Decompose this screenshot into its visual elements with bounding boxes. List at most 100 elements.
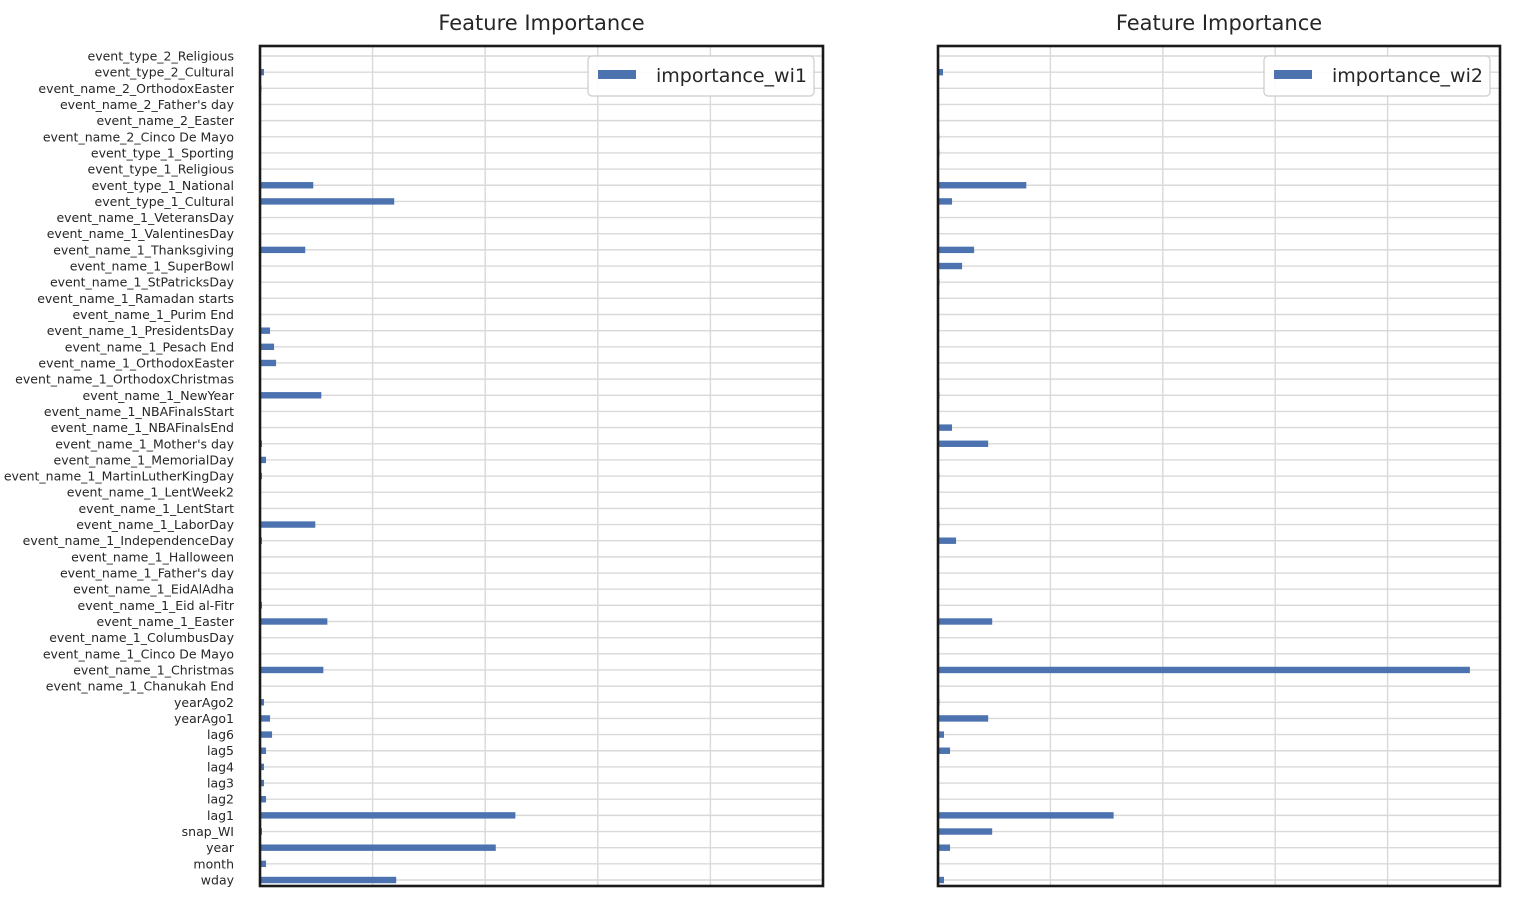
plot-frame <box>258 44 825 888</box>
bar <box>938 262 963 270</box>
y-tick-label: event_type_1_Cultural <box>95 194 234 209</box>
y-tick-label: event_name_1_Father's day <box>60 566 235 581</box>
y-tick-label: event_name_1_Mother's day <box>55 436 234 451</box>
y-tick-label: event_name_1_ColumbusDay <box>49 630 234 645</box>
y-tick-label: event_name_1_Ramadan starts <box>37 291 234 306</box>
y-tick-label: event_name_2_Easter <box>96 113 234 128</box>
bar <box>260 343 275 351</box>
y-tick-label: event_name_1_Halloween <box>71 549 234 564</box>
legend: importance_wi2 <box>1263 55 1491 97</box>
bar <box>260 666 324 674</box>
bar <box>260 876 397 884</box>
y-tick-label: month <box>193 856 234 871</box>
bar <box>260 359 277 367</box>
y-tick-label: event_name_1_LentStart <box>78 501 234 516</box>
y-tick-label: event_name_1_Pesach End <box>65 339 234 354</box>
bar <box>938 68 944 76</box>
y-tick-label: event_name_1_OrthodoxChristmas <box>15 372 234 387</box>
vertical-gridlines <box>1049 46 1501 886</box>
vertical-gridlines <box>371 46 824 886</box>
bar <box>938 844 951 851</box>
y-tick-label: event_name_1_Christmas <box>73 662 234 677</box>
y-tick-label: event_type_1_National <box>92 178 234 193</box>
y-tick-label: event_name_1_PresidentsDay <box>47 323 235 338</box>
y-tick-label: event_name_1_EidAlAdha <box>73 582 234 597</box>
y-tick-label: event_name_1_Thanksgiving <box>53 242 234 257</box>
chart-panel-2: Feature Importance importance_wi2 <box>936 11 1502 888</box>
bar <box>938 537 957 544</box>
y-tick-label: lag3 <box>207 776 234 791</box>
y-tick-label: event_name_1_VeteransDay <box>56 210 234 225</box>
y-tick-label: event_name_2_Cinco De Mayo <box>43 129 234 144</box>
legend-swatch <box>1274 70 1312 79</box>
bar <box>938 876 945 884</box>
y-tick-label: event_type_2_Cultural <box>95 65 234 80</box>
bar <box>938 618 993 625</box>
y-tick-label: event_name_1_Cinco De Mayo <box>43 646 234 661</box>
y-tick-label: event_name_1_SuperBowl <box>70 259 234 274</box>
horizontal-gridlines <box>938 55 1500 881</box>
y-tick-label: lag5 <box>207 743 234 758</box>
y-tick-label: event_type_2_Religious <box>88 49 234 64</box>
y-tick-label: event_name_1_Eid al-Fitr <box>78 598 235 613</box>
bar <box>938 440 989 447</box>
y-tick-label: lag1 <box>207 808 234 823</box>
chart-panel-1: event_type_2_Religiousevent_type_2_Cultu… <box>4 11 825 888</box>
y-tick-labels: event_type_2_Religiousevent_type_2_Cultu… <box>4 49 235 888</box>
bar <box>938 182 1027 189</box>
y-tick-label: event_name_1_NBAFinalsEnd <box>51 420 234 435</box>
y-tick-label: event_name_2_Father's day <box>60 97 235 112</box>
y-tick-label: event_type_1_Sporting <box>91 145 234 160</box>
y-tick-label: event_name_1_Chanukah End <box>46 679 234 694</box>
y-tick-label: yearAgo1 <box>174 711 234 726</box>
bar <box>260 812 516 819</box>
bar <box>260 392 322 399</box>
chart-title: Feature Importance <box>1116 11 1322 35</box>
bar <box>260 844 496 851</box>
bar <box>260 521 316 528</box>
bar <box>938 246 975 254</box>
bar <box>938 731 945 738</box>
bar <box>260 699 265 706</box>
legend-box <box>1263 55 1491 97</box>
legend-swatch <box>598 70 636 79</box>
bar <box>260 779 265 787</box>
y-tick-label: event_name_1_NBAFinalsStart <box>44 404 234 419</box>
bar <box>260 182 314 189</box>
y-tick-label: event_type_1_Religious <box>88 162 234 177</box>
horizontal-gridlines <box>260 55 823 881</box>
bar <box>260 731 273 738</box>
bar <box>938 198 953 205</box>
bar <box>260 796 267 803</box>
bar <box>938 715 989 722</box>
bar <box>260 763 265 771</box>
bar <box>938 812 1114 819</box>
bar <box>260 747 267 754</box>
y-tick-label: event_name_1_OrthodoxEaster <box>38 355 234 370</box>
legend-label: importance_wi1 <box>656 65 807 87</box>
y-tick-label: lag6 <box>207 727 234 742</box>
y-tick-label: event_name_1_LentWeek2 <box>67 485 234 500</box>
bar <box>260 327 271 334</box>
bar <box>260 246 306 254</box>
y-tick-label: event_name_1_LaborDay <box>76 517 234 532</box>
bar <box>260 715 271 722</box>
y-tick-label: yearAgo2 <box>174 695 234 710</box>
y-tick-label: event_name_1_NewYear <box>83 388 235 403</box>
bar <box>938 666 1470 674</box>
bar <box>260 860 267 868</box>
bar <box>260 198 395 205</box>
y-tick-label: event_name_1_StPatricksDay <box>50 275 235 290</box>
bar <box>938 747 951 754</box>
bar <box>938 424 953 431</box>
chart-title: Feature Importance <box>438 11 644 35</box>
y-tick-label: year <box>206 840 235 855</box>
y-tick-label: event_name_2_OrthodoxEaster <box>38 81 234 96</box>
legend: importance_wi1 <box>587 55 815 97</box>
legend-box <box>587 55 815 97</box>
y-tick-label: wday <box>201 873 235 888</box>
bar <box>260 456 267 464</box>
y-tick-label: event_name_1_MemorialDay <box>54 452 235 467</box>
y-tick-label: snap_WI <box>182 824 234 839</box>
